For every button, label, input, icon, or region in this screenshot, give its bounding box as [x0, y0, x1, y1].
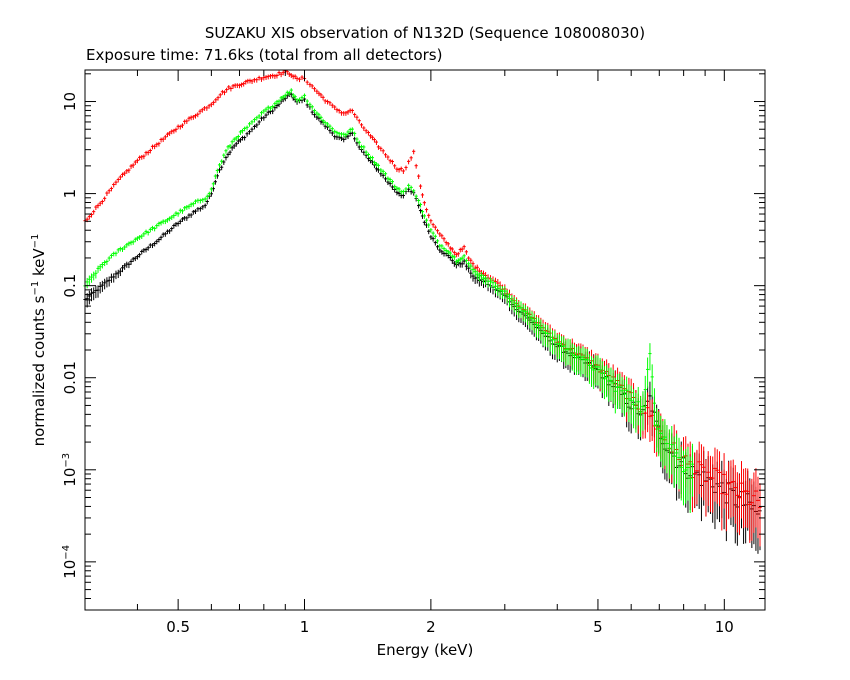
y-tick-label: 10	[61, 92, 79, 111]
y-tick-base: 10	[61, 560, 79, 579]
plot-frame	[84, 69, 766, 611]
x-tick-label: 10	[715, 618, 734, 636]
y-tick-base: 0.1	[61, 274, 79, 298]
data-layer	[83, 70, 762, 554]
y-axis-label-mid: keV	[30, 248, 48, 281]
y-axis-label: normalized counts s−1 keV−1	[30, 234, 48, 447]
series-0	[83, 92, 762, 554]
series-2	[83, 88, 695, 513]
y-tick-label: 1	[61, 189, 79, 199]
y-tick-exponent: −3	[61, 453, 72, 468]
y-tick-base: 1	[61, 189, 79, 199]
x-tick-label: 0.5	[166, 618, 190, 636]
y-tick-base: 0.01	[61, 361, 79, 394]
y-tick-label: 10−3	[61, 453, 79, 487]
x-axis-label: Energy (keV)	[377, 641, 474, 659]
y-axis-label-exp1: −1	[30, 281, 41, 296]
y-tick-base: 10	[61, 468, 79, 487]
y-tick-label: 0.01	[61, 361, 79, 394]
y-tick-exponent: −4	[61, 545, 72, 560]
x-tick-label: 2	[426, 618, 436, 636]
y-axis-label-exp2: −1	[30, 234, 41, 249]
y-tick-label: 10−4	[61, 545, 79, 579]
y-tick-label: 0.1	[61, 274, 79, 298]
y-axis-label-main: normalized counts s	[30, 295, 48, 446]
series-1	[83, 70, 762, 547]
y-tick-base: 10	[61, 92, 79, 111]
x-tick-label: 5	[593, 618, 603, 636]
chart-title: SUZAKU XIS observation of N132D (Sequenc…	[205, 24, 645, 42]
chart-subtitle: Exposure time: 71.6ks (total from all de…	[86, 46, 442, 64]
x-tick-label: 1	[300, 618, 310, 636]
